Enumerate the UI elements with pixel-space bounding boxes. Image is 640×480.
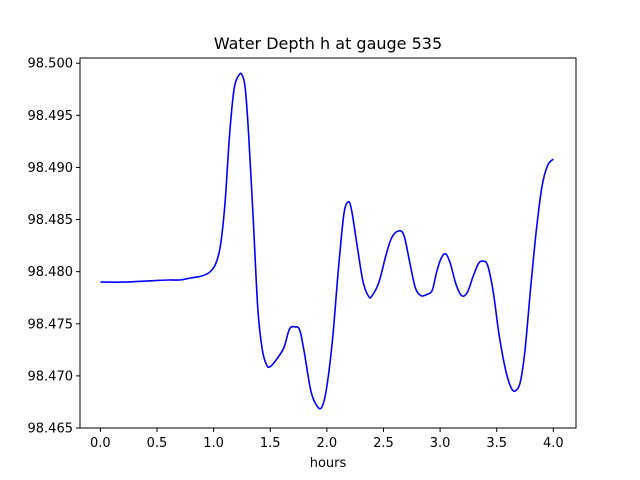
y-tick-label: 98.475 bbox=[28, 317, 74, 332]
y-tick-label: 98.495 bbox=[28, 109, 74, 124]
x-tick-label: 0.0 bbox=[90, 436, 111, 451]
x-axis-label: hours bbox=[310, 456, 347, 471]
x-tick-label: 1.5 bbox=[260, 436, 281, 451]
y-axis-ticks: 98.465 98.470 98.475 98.480 98.485 98.490 98.4… bbox=[28, 57, 80, 437]
y-tick-label: 98.470 bbox=[28, 369, 74, 384]
x-tick-label: 2.5 bbox=[373, 436, 394, 451]
y-tick-label: 98.480 bbox=[28, 265, 74, 280]
x-tick-label: 4.0 bbox=[543, 436, 564, 451]
x-tick-label: 1.0 bbox=[203, 436, 224, 451]
y-tick-label: 98.500 bbox=[28, 57, 74, 72]
y-tick-label: 98.485 bbox=[28, 213, 74, 228]
x-tick-label: 0.5 bbox=[147, 436, 168, 451]
plot-frame bbox=[79, 57, 577, 429]
x-axis-ticks: 0.0 0.5 1.0 1.5 2.0 2.5 3.0 3.5 4.0 bbox=[90, 428, 564, 451]
series-line-water-depth bbox=[100, 72, 554, 410]
chart-title: Water Depth h at gauge 535 bbox=[214, 34, 442, 53]
plot-background bbox=[80, 58, 576, 428]
x-tick-label: 3.5 bbox=[486, 436, 507, 451]
x-tick-label: 2.0 bbox=[317, 436, 338, 451]
y-tick-label: 98.490 bbox=[28, 161, 74, 176]
x-tick-label: 3.0 bbox=[430, 436, 451, 451]
y-tick-label: 98.465 bbox=[28, 422, 74, 437]
